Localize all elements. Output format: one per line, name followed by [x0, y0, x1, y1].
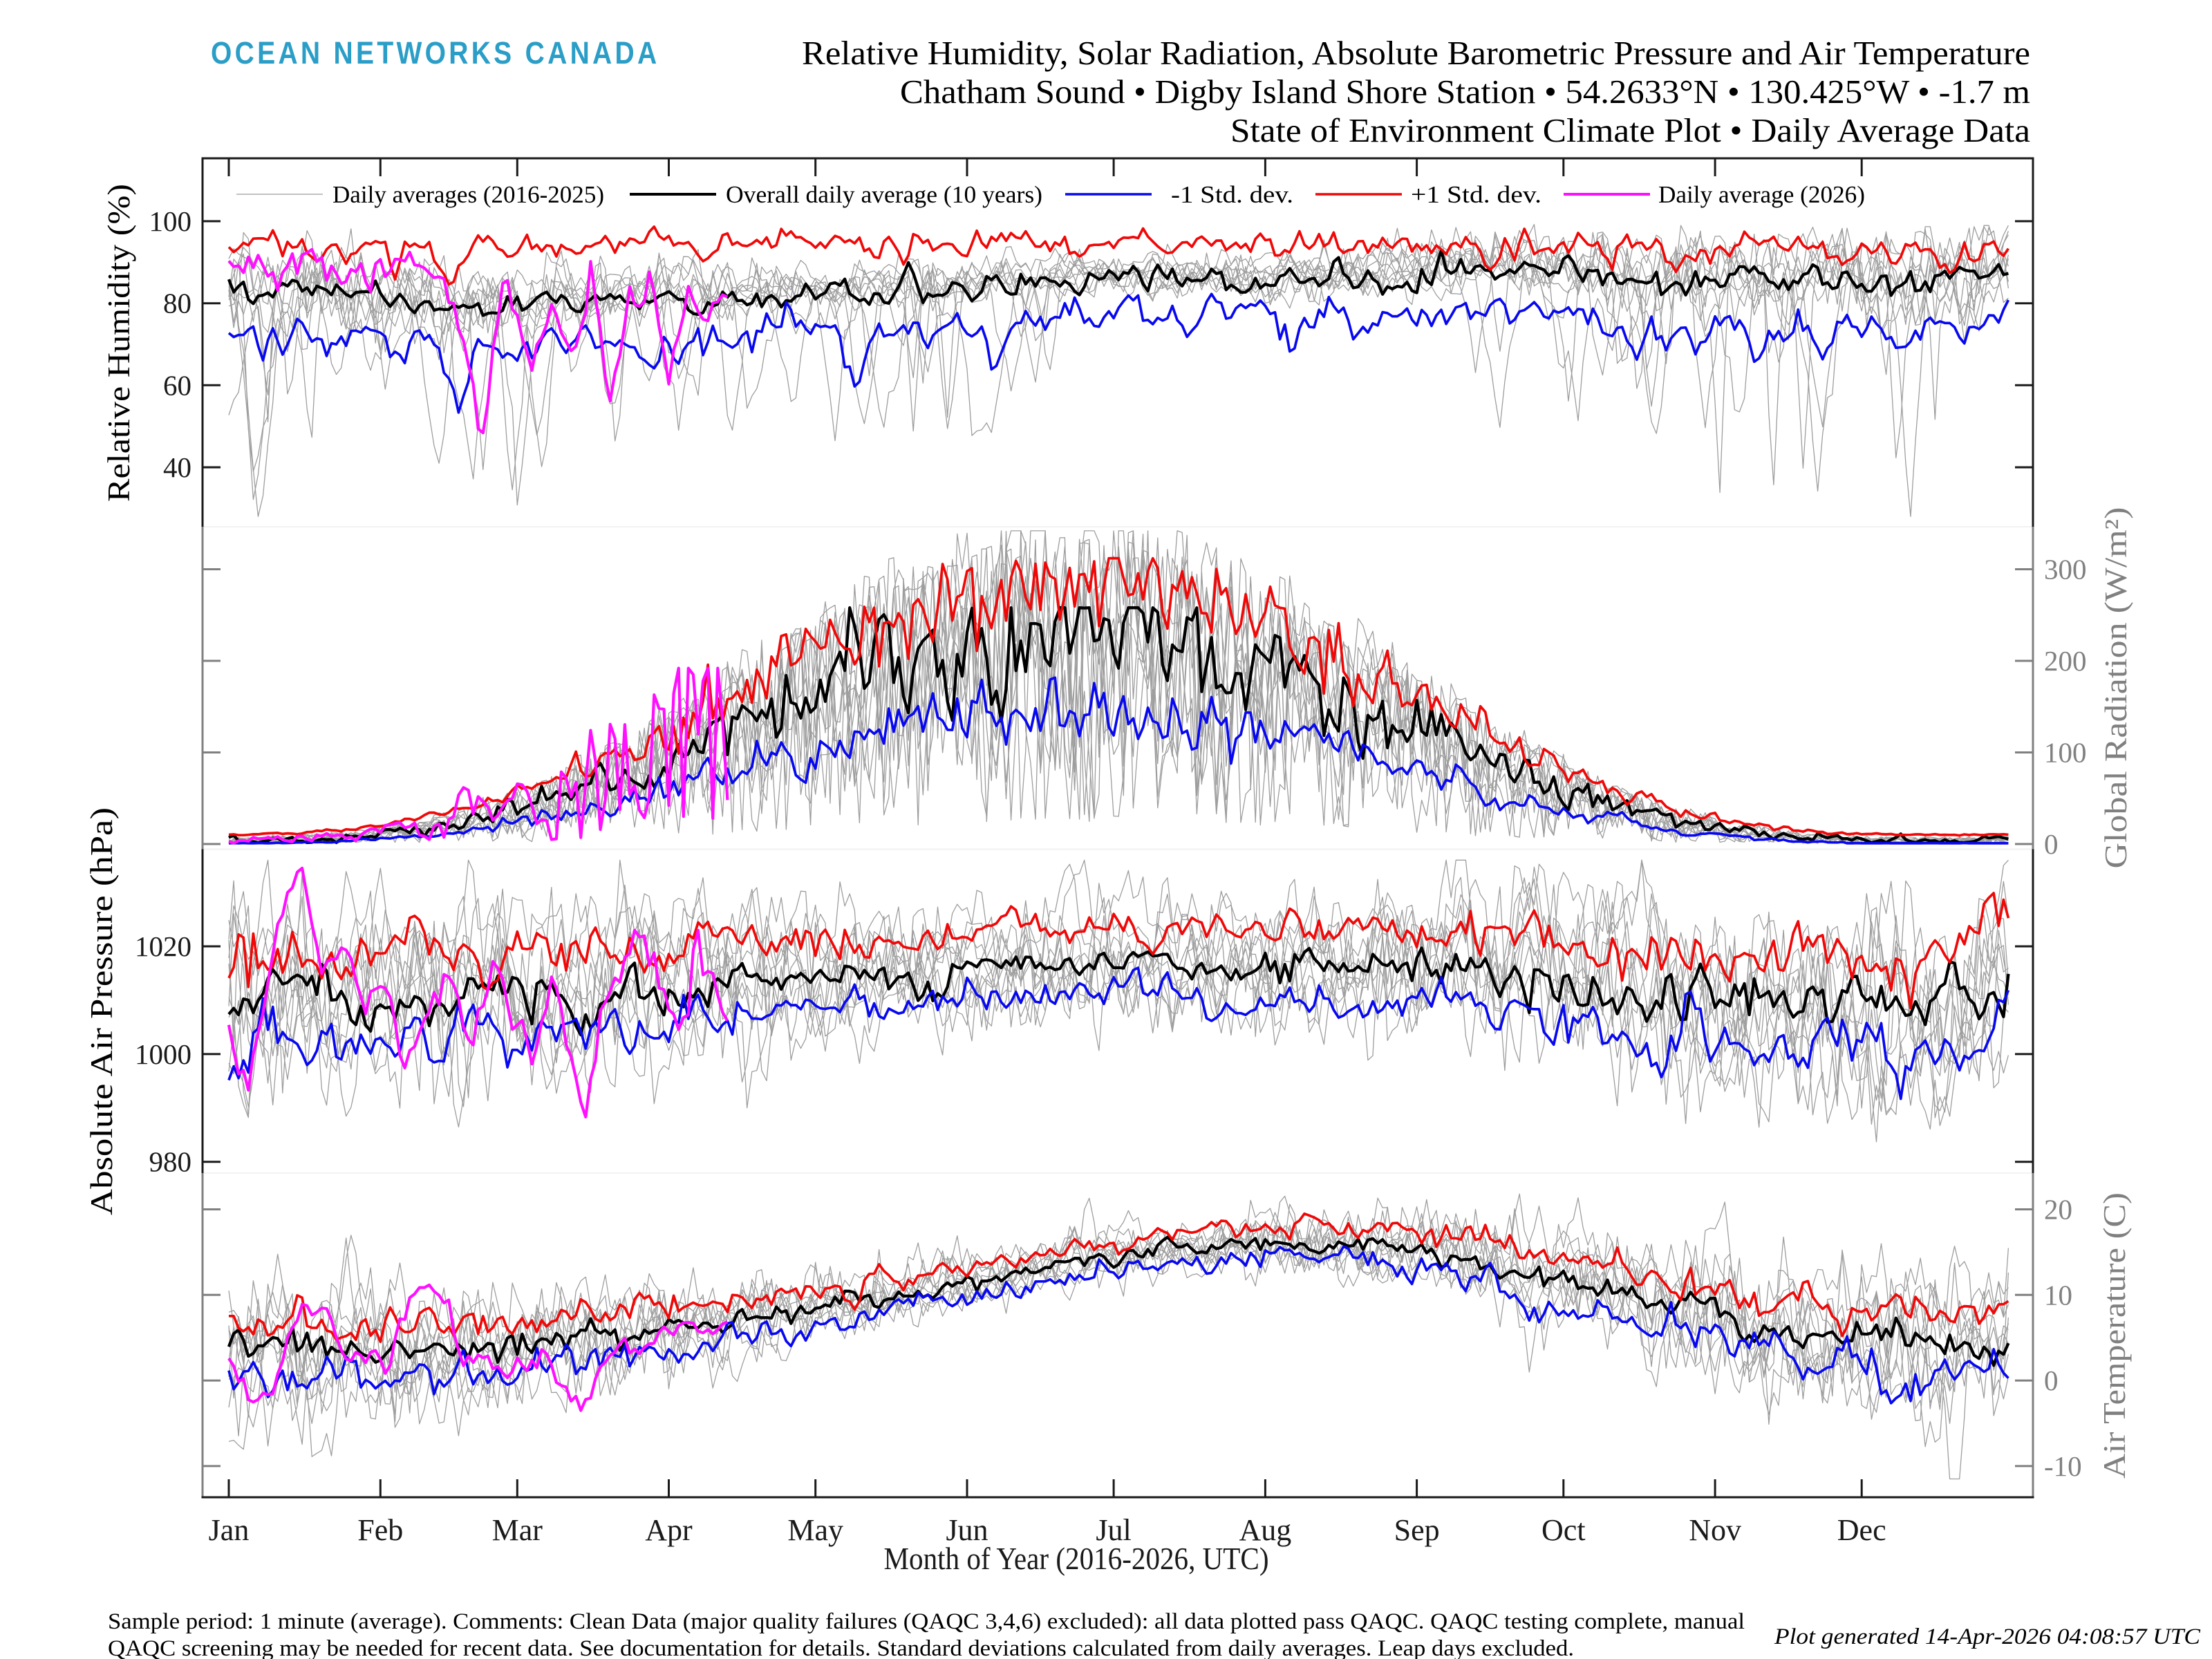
svg-text:980: 980 — [149, 1146, 192, 1178]
svg-text:Jan: Jan — [209, 1513, 250, 1547]
svg-text:+1 Std. dev.: +1 Std. dev. — [1411, 181, 1541, 208]
svg-text:Relative Humidity, Solar Radia: Relative Humidity, Solar Radiation, Abso… — [802, 34, 2030, 72]
svg-text:60: 60 — [163, 369, 191, 401]
svg-text:Month of Year (2016-2026, UTC): Month of Year (2016-2026, UTC) — [884, 1541, 1269, 1576]
svg-text:Aug: Aug — [1239, 1513, 1292, 1547]
svg-text:-1 Std. dev.: -1 Std. dev. — [1171, 181, 1293, 208]
svg-text:1020: 1020 — [135, 930, 191, 962]
svg-text:Absolute Air Pressure (hPa): Absolute Air Pressure (hPa) — [84, 807, 119, 1215]
svg-text:Jul: Jul — [1096, 1513, 1131, 1547]
svg-text:Air Temperature (C): Air Temperature (C) — [2097, 1192, 2132, 1479]
svg-text:80: 80 — [163, 288, 191, 319]
svg-text:Chatham Sound • Digby Island S: Chatham Sound • Digby Island Shore Stati… — [900, 73, 2030, 111]
svg-text:OCEAN NETWORKS CANADA: OCEAN NETWORKS CANADA — [211, 35, 659, 70]
svg-text:Feb: Feb — [357, 1513, 403, 1547]
svg-text:100: 100 — [2044, 737, 2087, 769]
svg-text:Daily averages (2016-2025): Daily averages (2016-2025) — [332, 181, 604, 208]
svg-text:Sep: Sep — [1394, 1513, 1440, 1547]
svg-text:-10: -10 — [2044, 1450, 2082, 1482]
svg-text:Dec: Dec — [1837, 1513, 1886, 1547]
svg-text:Overall daily average (10 year: Overall daily average (10 years) — [726, 181, 1042, 208]
svg-text:Plot generated 14-Apr-2026 04:: Plot generated 14-Apr-2026 04:08:57 UTC — [1774, 1624, 2201, 1649]
svg-text:May: May — [787, 1513, 843, 1547]
svg-text:Mar: Mar — [492, 1513, 543, 1547]
svg-text:Daily average (2026): Daily average (2026) — [1658, 181, 1865, 208]
svg-text:Jun: Jun — [946, 1513, 988, 1547]
svg-text:100: 100 — [149, 205, 192, 237]
svg-text:40: 40 — [163, 451, 191, 483]
svg-text:20: 20 — [2044, 1194, 2072, 1226]
svg-text:State of Environment Climate P: State of Environment Climate Plot • Dail… — [1230, 111, 2030, 149]
svg-text:300: 300 — [2044, 554, 2087, 585]
svg-text:200: 200 — [2044, 645, 2087, 677]
svg-text:Oct: Oct — [1541, 1513, 1586, 1547]
svg-text:10: 10 — [2044, 1279, 2072, 1311]
svg-text:0: 0 — [2044, 1365, 2059, 1396]
svg-text:Nov: Nov — [1689, 1513, 1741, 1547]
svg-text:Sample period: 1 minute (avera: Sample period: 1 minute (average). Comme… — [108, 1609, 1745, 1634]
svg-text:0: 0 — [2044, 828, 2059, 860]
svg-text:1000: 1000 — [135, 1038, 191, 1070]
svg-text:QAQC screening may be needed f: QAQC screening may be needed for recent … — [108, 1636, 1574, 1659]
svg-text:Relative Humidity (%): Relative Humidity (%) — [101, 184, 136, 502]
svg-text:Global Radiation (W/m²): Global Radiation (W/m²) — [2098, 507, 2133, 869]
svg-text:Apr: Apr — [645, 1513, 693, 1547]
